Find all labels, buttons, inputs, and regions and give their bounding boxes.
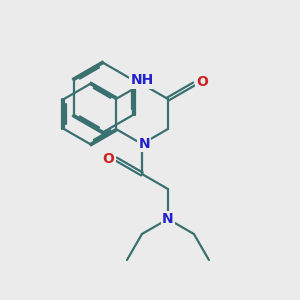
Text: N: N [139, 137, 150, 151]
Text: NH: NH [130, 74, 154, 87]
Text: O: O [103, 152, 114, 166]
Text: N: N [162, 212, 174, 226]
Text: O: O [196, 76, 208, 89]
